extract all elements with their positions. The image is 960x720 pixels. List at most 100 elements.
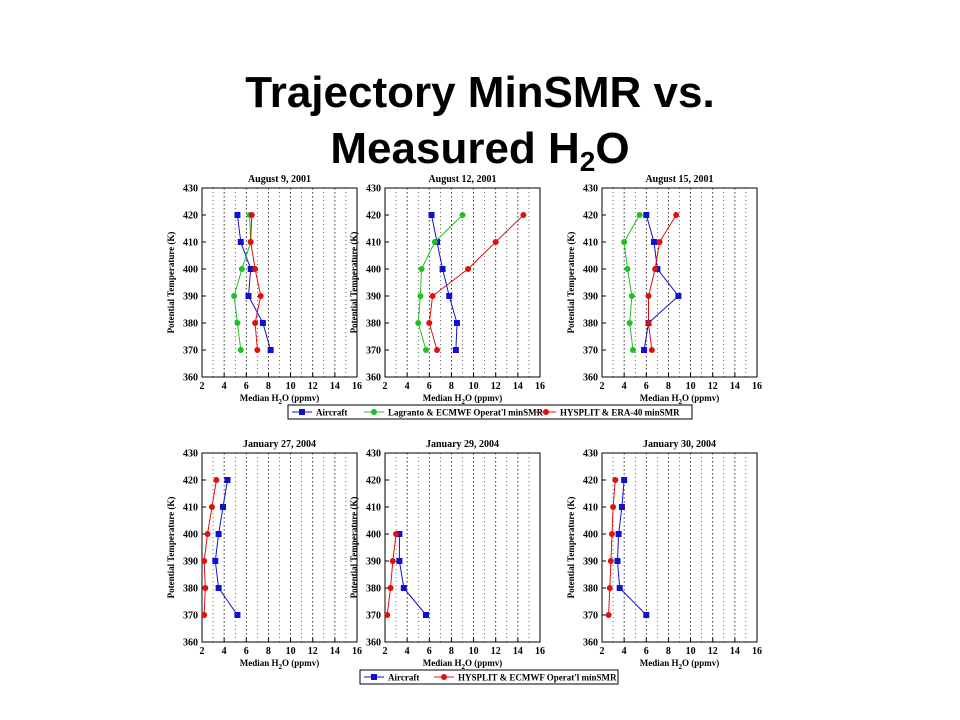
legend-top-swatch-marker-hysplit <box>543 409 549 415</box>
panel-4-point-hysplit <box>213 477 220 483</box>
panel-2-point-aircraft <box>428 212 435 218</box>
panel-2-point-hysplit <box>520 212 527 218</box>
panel-4-y-axis-label: Potential Temperature (K) <box>166 497 176 599</box>
panel-2-y-tick-label: 420 <box>366 211 381 222</box>
panel-5-point-aircraft <box>396 531 403 537</box>
panel-1-x-tick-label: 4 <box>222 381 227 392</box>
panel-5-y-tick-label: 380 <box>366 584 381 595</box>
panel-2-y-tick-label: 410 <box>366 238 381 249</box>
panel-4-y-tick-label: 420 <box>183 476 198 487</box>
panel-2-point-lagranto <box>422 347 429 353</box>
panel-3-point-aircraft <box>651 239 658 245</box>
panel-1-x-tick-label: 10 <box>286 381 296 392</box>
panel-2-series-line-hysplit <box>428 214 524 351</box>
panel-1-y-tick-label: 420 <box>183 211 198 222</box>
panel-2-point-hysplit <box>426 320 433 326</box>
panel-1-point-aircraft <box>267 347 274 353</box>
panel-2-y-tick-label: 390 <box>366 292 381 303</box>
figure-panel-grid: 2 4 6 8 10 12 14 16360370380390400410420430Augu… <box>166 174 762 685</box>
panel-2-x-tick-label: 8 <box>449 381 454 392</box>
panel-1-point-hysplit <box>248 212 255 218</box>
legend-bottom-label-aircraft: Aircraft <box>388 673 419 683</box>
legend-bottom-swatch-marker-aircraft <box>371 674 377 680</box>
panel-2-y-tick-label: 430 <box>366 184 381 195</box>
panel-1-y-tick-label: 370 <box>183 346 198 357</box>
legend-top-label-lagranto: Lagranto & ECMWF Operat'l minSMR <box>388 408 544 418</box>
slide-title-line1: Trajectory MinSMR vs. <box>245 68 715 118</box>
panel-1-x-tick-label: 6 <box>244 381 249 392</box>
panel-2-point-aircraft <box>439 266 446 272</box>
panel-6-x-tick-label: 6 <box>644 646 649 657</box>
panel-5-y-tick-label: 400 <box>366 530 381 541</box>
panel-4-point-hysplit <box>204 531 211 537</box>
panel-4-y-tick-label: 370 <box>183 611 198 622</box>
panel-6-x-tick-label: 16 <box>752 646 762 657</box>
panel-5-y-tick-label: 360 <box>366 638 381 649</box>
slide-title-line2-post: O <box>595 124 630 174</box>
panel-5-point-hysplit <box>384 612 391 618</box>
panel-3-point-lagranto <box>636 212 643 218</box>
panel-1-x-tick-label: 8 <box>266 381 271 392</box>
panel-4-x-tick-label: 4 <box>222 646 227 657</box>
panel-1-point-aircraft <box>234 212 241 218</box>
panel-1-x-axis-label: Median H2O (ppmv) <box>240 393 320 406</box>
panel-6-x-tick-label: 8 <box>666 646 671 657</box>
panel-3-point-aircraft <box>675 293 682 299</box>
panel-6-frame <box>601 452 758 643</box>
panel-4-y-tick-label: 430 <box>183 449 198 460</box>
panel-5-x-tick-label: 4 <box>405 646 410 657</box>
legend-top-label-aircraft: Aircraft <box>316 408 347 418</box>
panel-1-title: August 9, 2001 <box>248 174 311 185</box>
panel-5-x-tick-label: 8 <box>449 646 454 657</box>
panel-4-point-hysplit <box>201 558 208 564</box>
panel-3-point-lagranto <box>630 347 636 353</box>
panel-1-point-hysplit <box>257 293 264 299</box>
panel-1-y-tick-label: 430 <box>183 184 198 195</box>
panel-2-x-tick-label: 12 <box>491 381 501 392</box>
panel-2-y-tick-label: 400 <box>366 265 381 276</box>
panel-5-y-tick-label: 430 <box>366 449 381 460</box>
panel-5-point-hysplit <box>389 558 396 564</box>
panel-1-point-aircraft <box>247 266 254 272</box>
panel-5-x-tick-label: 14 <box>513 646 523 657</box>
legend-bottom-swatch-marker-hysplit <box>441 674 447 680</box>
panel-4-x-tick-label: 10 <box>286 646 296 657</box>
panel-3-x-tick-label: 2 <box>600 381 605 392</box>
panel-6-point-aircraft <box>618 504 625 510</box>
panel-5-point-aircraft <box>396 558 403 564</box>
panel-1-point-hysplit <box>247 239 254 245</box>
panel-3-point-hysplit <box>673 212 680 218</box>
panel-3-point-lagranto <box>626 320 633 326</box>
panel-3-x-tick-label: 6 <box>644 381 649 392</box>
panel-1-y-tick-label: 410 <box>183 238 198 249</box>
panel-4-title: January 27, 2004 <box>243 439 316 450</box>
panel-2-point-lagranto <box>431 239 438 245</box>
panel-3-y-tick-label: 410 <box>583 238 598 249</box>
panel-3-x-tick-label: 4 <box>622 381 627 392</box>
panel-6-y-tick-label: 410 <box>583 503 598 514</box>
panel-6-point-hysplit <box>607 558 614 564</box>
legend-top-swatch-marker-lagranto <box>371 409 377 415</box>
panel-2-y-tick-label: 360 <box>366 373 381 384</box>
panel-5-y-axis-label: Potential Temperature (K) <box>349 497 359 599</box>
panel-3-point-hysplit <box>656 239 663 245</box>
panel-1-point-aircraft <box>237 239 244 245</box>
panel-4-y-tick-label: 410 <box>183 503 198 514</box>
panel-4-point-hysplit <box>202 585 209 591</box>
panel-6-point-hysplit <box>606 585 613 591</box>
panel-3-point-lagranto <box>628 293 635 299</box>
panel-2-point-lagranto <box>418 266 425 272</box>
slide-title: Trajectory MinSMR vs. Measured H2O <box>0 65 960 177</box>
panel-6-title: January 30, 2004 <box>643 439 716 450</box>
panel-5-point-hysplit <box>393 531 400 537</box>
panel-2-y-tick-label: 380 <box>366 319 381 330</box>
panel-6-point-hysplit <box>608 531 615 537</box>
panel-3-y-axis-label: Potential Temperature (K) <box>566 232 576 334</box>
panel-4-x-tick-label: 14 <box>330 646 340 657</box>
legend-bottom-box <box>359 669 619 685</box>
panel-6-x-axis-label: Median H2O (ppmv) <box>640 658 720 671</box>
panel-1-point-lagranto <box>234 320 241 326</box>
panel-2-x-tick-label: 10 <box>469 381 479 392</box>
panel-2-point-lagranto <box>415 320 422 326</box>
panel-3-point-lagranto <box>624 266 631 272</box>
